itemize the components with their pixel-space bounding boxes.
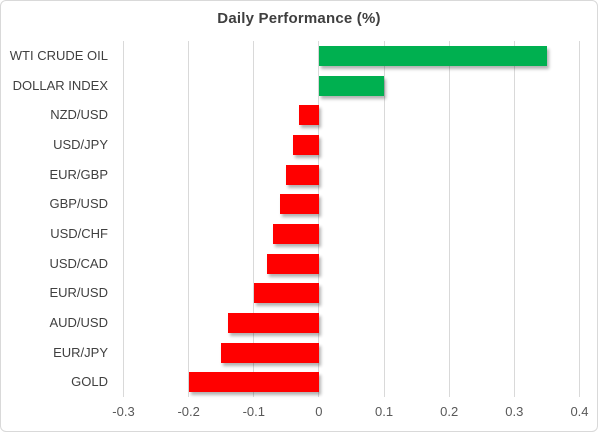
bar-nzd-usd	[299, 105, 319, 126]
category-label-eur-gbp: EUR/GBP	[49, 166, 108, 182]
gridline--0p1	[253, 41, 255, 397]
bar-eur-gbp	[286, 164, 319, 185]
bar-eur-usd	[253, 283, 319, 304]
category-label-wti-crude-oil: WTI CRUDE OIL	[9, 47, 108, 63]
gridline-0p2	[448, 41, 450, 397]
bar-dollar-index	[318, 75, 385, 96]
x-tick-label: -0.3	[112, 404, 135, 419]
x-tick-label: 0.2	[440, 404, 459, 419]
bar-wti-crude-oil	[318, 45, 547, 66]
bar-usd-jpy	[292, 134, 319, 155]
x-tick-label: -0.1	[242, 404, 265, 419]
category-label-eur-jpy: EUR/JPY	[53, 344, 108, 360]
chart-title: Daily Performance (%)	[217, 10, 381, 27]
x-tick-label: 0	[315, 404, 323, 419]
bar-gbp-usd	[279, 194, 319, 215]
x-tick-label: 0.3	[505, 404, 524, 419]
category-label-aud-usd: AUD/USD	[49, 314, 108, 330]
bar-gold	[188, 372, 319, 393]
bar-usd-chf	[273, 223, 319, 244]
x-tick-label: 0.4	[570, 404, 589, 419]
category-label-dollar-index: DOLLAR INDEX	[12, 77, 108, 93]
category-label-gbp-usd: GBP/USD	[49, 196, 108, 212]
gridline-0p3	[513, 41, 515, 397]
gridline-0	[318, 41, 320, 397]
bar-usd-cad	[266, 253, 319, 274]
bar-aud-usd	[227, 312, 319, 333]
category-label-usd-cad: USD/CAD	[49, 255, 108, 271]
gridline--0p3	[123, 41, 124, 397]
category-label-eur-usd: EUR/USD	[49, 285, 108, 301]
gridline-0p4	[579, 41, 580, 397]
gridline-0p1	[383, 41, 385, 397]
category-label-nzd-usd: NZD/USD	[50, 107, 108, 123]
bar-eur-jpy	[221, 342, 319, 363]
category-label-usd-jpy: USD/JPY	[53, 136, 108, 152]
gridline--0p2	[188, 41, 190, 397]
category-label-usd-chf: USD/CHF	[50, 225, 108, 241]
x-tick-label: 0.1	[375, 404, 394, 419]
category-label-gold: GOLD	[71, 374, 108, 390]
x-tick-label: -0.2	[177, 404, 200, 419]
